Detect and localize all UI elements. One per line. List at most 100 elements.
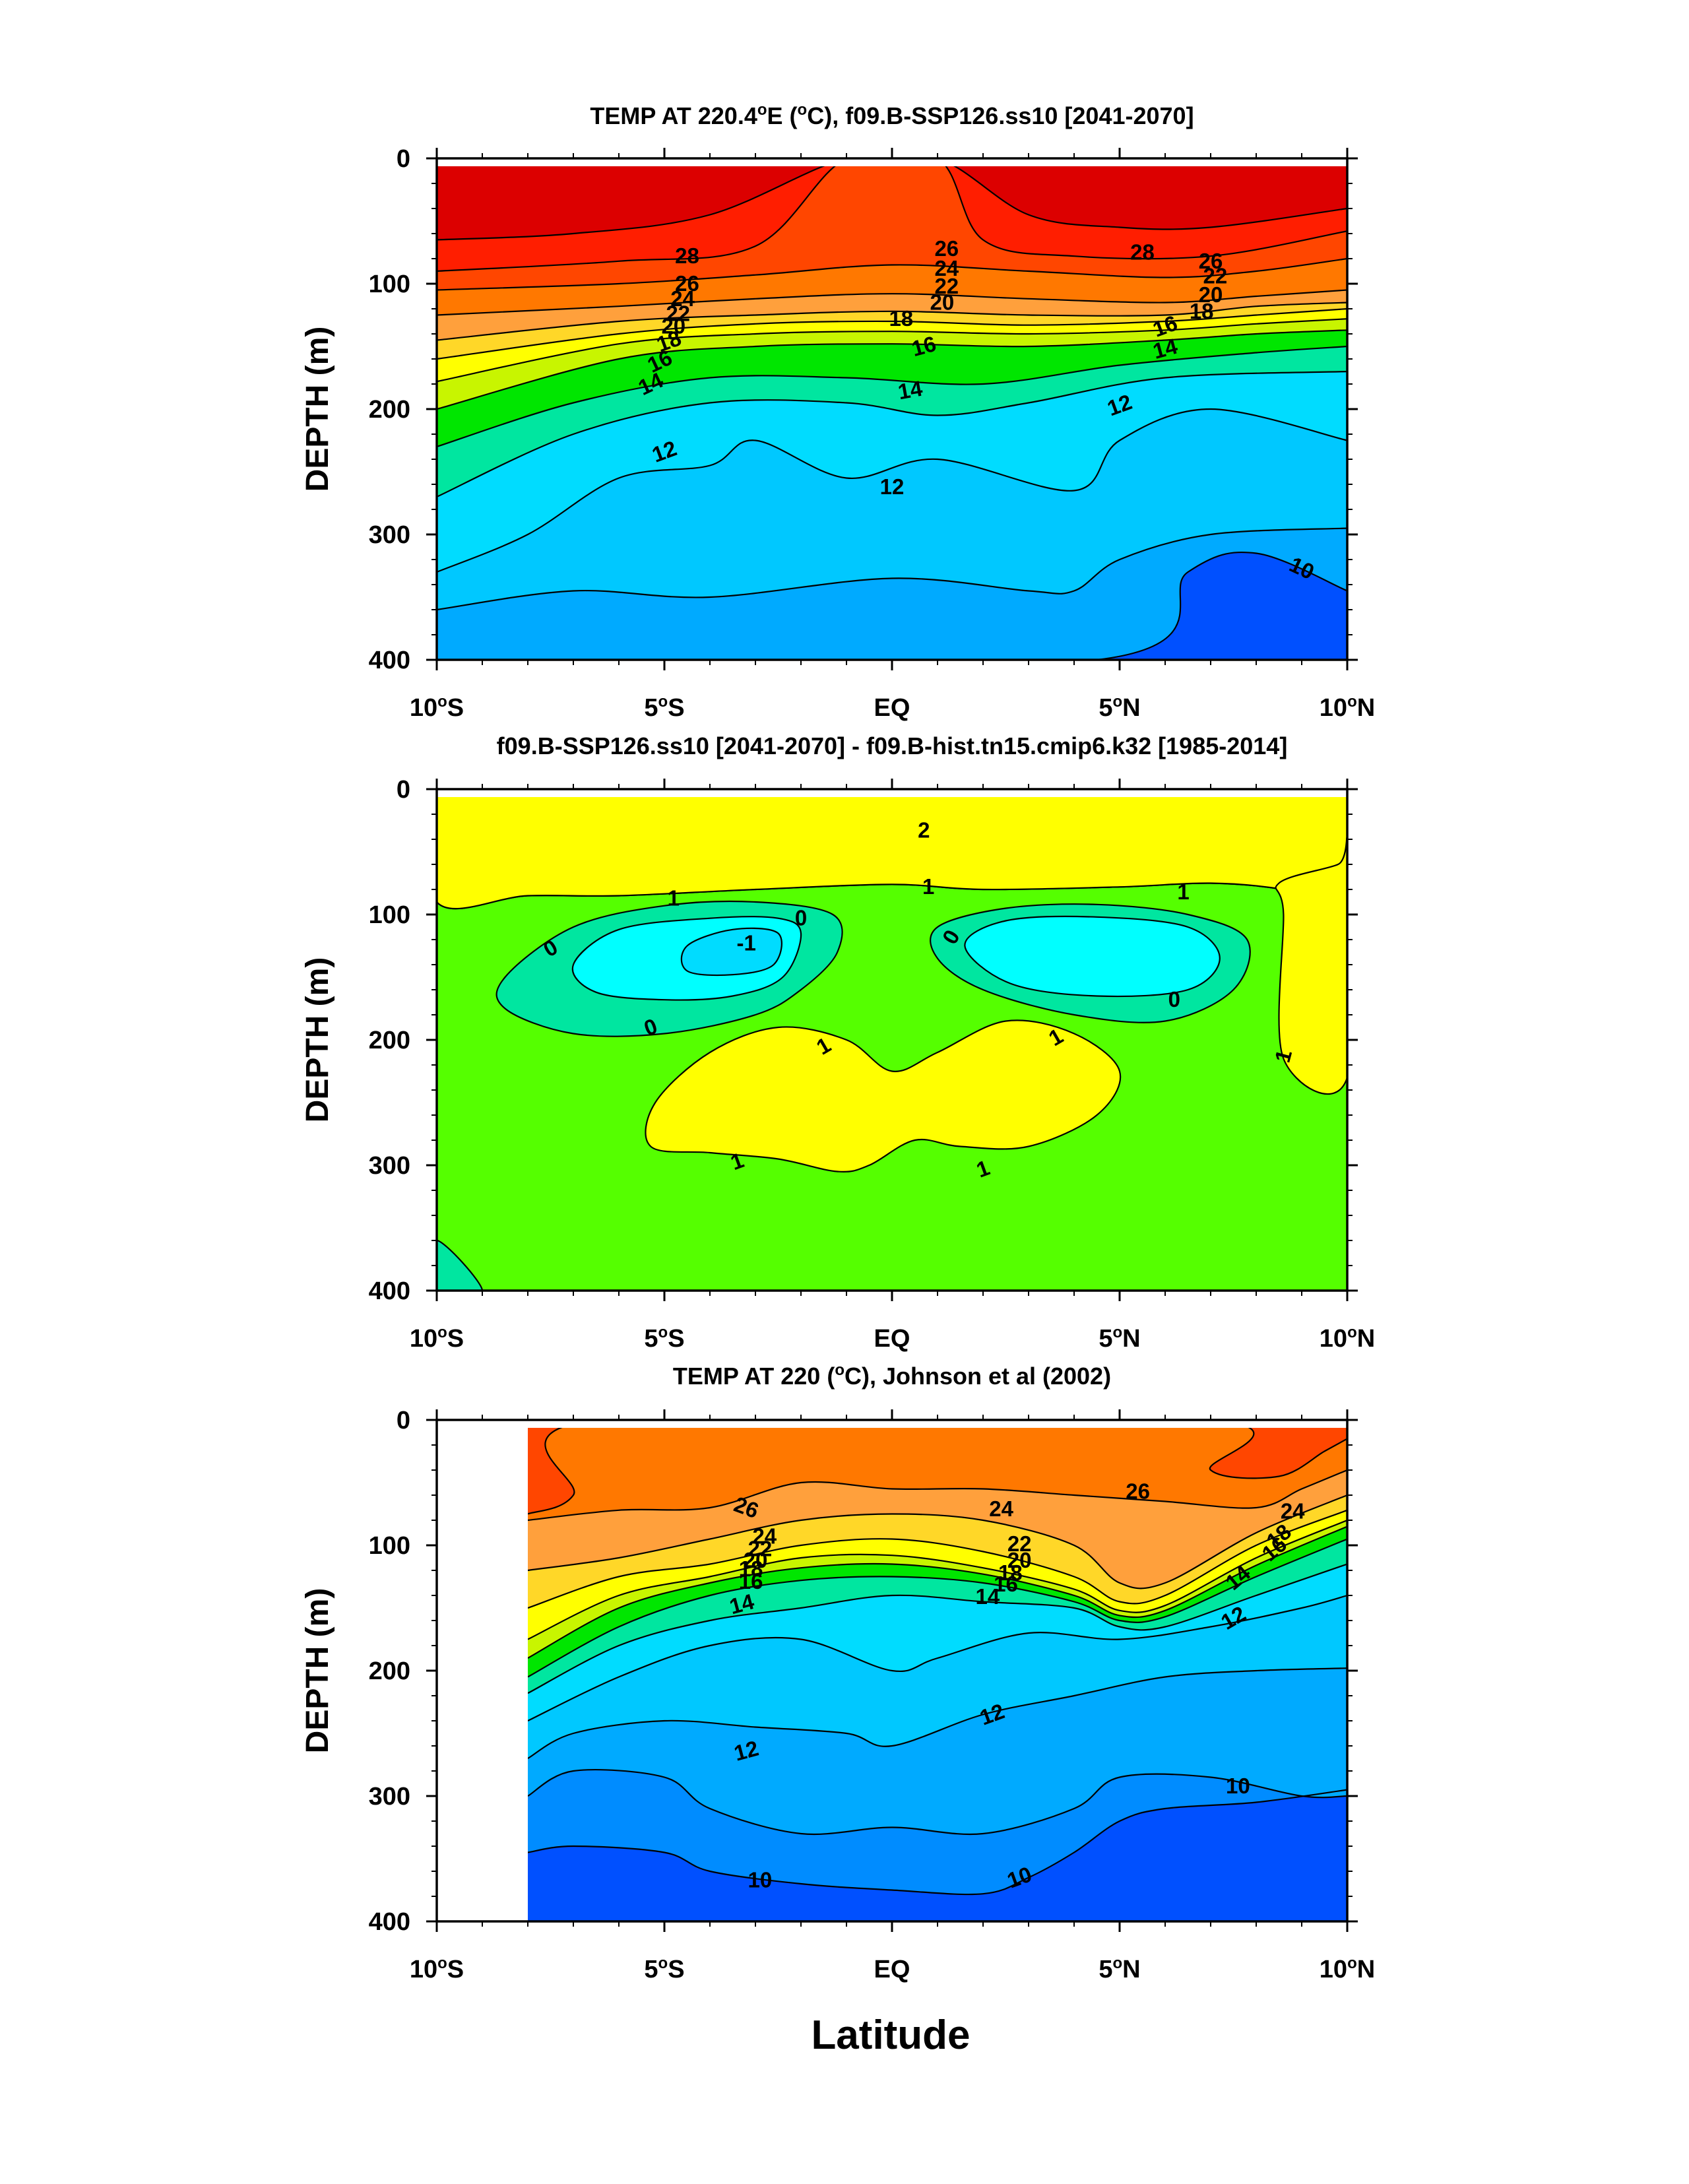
- x-tick-label: 10oN: [1320, 1954, 1375, 1983]
- y-tick-label: 100: [369, 271, 410, 298]
- contour-label: 26: [934, 236, 959, 261]
- y-tick-label: 200: [369, 1657, 410, 1685]
- y-tick-label: 0: [397, 145, 410, 173]
- y-tick-label: 100: [369, 901, 410, 929]
- y-tick-label: 200: [369, 1027, 410, 1054]
- contour-line-26: [527, 1469, 1347, 1522]
- x-tick-label: 5oS: [644, 1954, 684, 1983]
- x-tick-label: EQ: [874, 694, 910, 722]
- contour-label: 22: [666, 302, 690, 326]
- contour-label: 24: [989, 1496, 1013, 1521]
- contour-line-28: [437, 166, 1347, 273]
- x-tick-label: 10oS: [410, 693, 464, 722]
- contour-line-22: [437, 302, 1347, 341]
- y-tick-label: 300: [369, 521, 410, 549]
- y-axis-label: DEPTH (m): [300, 957, 335, 1123]
- contour-label: 12: [880, 474, 905, 499]
- contour-line-20: [437, 307, 1347, 360]
- contour-label: 16: [994, 1572, 1018, 1596]
- contour-region-0.8: [437, 797, 1347, 963]
- y-tick-label: 100: [369, 1532, 410, 1560]
- contour-region-1.2: [1275, 837, 1347, 1095]
- contour-line-29: [437, 166, 1347, 241]
- contour-label: 10: [1226, 1774, 1250, 1798]
- y-axis-label: DEPTH (m): [300, 1588, 335, 1754]
- contour-lines: [527, 1428, 1347, 1896]
- contour-fills: [437, 797, 1347, 1291]
- contour-label: 18: [1190, 299, 1214, 323]
- x-tick-label: 5oN: [1099, 1954, 1140, 1983]
- contour-label: 20: [1007, 1548, 1032, 1572]
- panel-title: f09.B-SSP126.ss10 [2041-2070] - f09.B-hi…: [497, 732, 1288, 759]
- contour-line-14: [437, 370, 1347, 498]
- y-tick-label: 0: [397, 776, 410, 804]
- contour-band-27: [528, 1428, 1347, 1514]
- contour-label: -1: [737, 931, 756, 955]
- contour-line-13: [437, 408, 1347, 573]
- contour-line-12: [527, 1667, 1347, 1759]
- contour-label: 1: [668, 885, 680, 910]
- y-tick-label: 300: [369, 1152, 410, 1180]
- contour-label: 26: [1126, 1479, 1150, 1503]
- x-tick-label: 10oN: [1320, 1324, 1375, 1353]
- contour-line-11: [527, 1769, 1347, 1836]
- contour-region-1.2: [645, 1019, 1122, 1172]
- y-tick-label: 400: [369, 1908, 410, 1936]
- panel-title: TEMP AT 220.4oE (oC), f09.B-SSP126.ss10 …: [590, 101, 1194, 129]
- contour-fills: [528, 1428, 1347, 1921]
- contour-label: 22: [748, 1537, 773, 1561]
- y-tick-label: 300: [369, 1783, 410, 1811]
- contour-label: 20: [661, 314, 685, 338]
- contour-label: 24: [752, 1524, 777, 1549]
- contour-label: 26: [675, 271, 699, 296]
- y-axis-label: DEPTH (m): [300, 327, 335, 492]
- contour-label: 24: [670, 286, 695, 311]
- no-data-region: [437, 1420, 528, 1921]
- contour-line-10: [527, 1789, 1347, 1896]
- panel-title: TEMP AT 220 (oC), Johnson et al (2002): [673, 1361, 1111, 1390]
- contour-line-15: [437, 345, 1347, 448]
- x-tick-label: 10oS: [410, 1954, 464, 1983]
- contour-label: 18: [889, 306, 913, 331]
- x-tick-label: 10oS: [410, 1324, 464, 1353]
- contour-fills: [437, 166, 1347, 660]
- contour-label: 18: [739, 1557, 763, 1581]
- contour-label: 18: [998, 1560, 1023, 1585]
- contour-line-17: [437, 329, 1347, 410]
- contour-line-19: [437, 318, 1347, 383]
- x-tick-label: EQ: [874, 1325, 910, 1353]
- contour-label: 1: [1177, 880, 1189, 904]
- y-tick-label: 400: [369, 647, 410, 674]
- contour-region--0.8: [964, 915, 1221, 998]
- contour-label: 24: [934, 256, 959, 280]
- contour-line-27: [437, 257, 1347, 291]
- contour-line-15: [527, 1538, 1347, 1678]
- contour-line-17: [527, 1526, 1347, 1659]
- contour-band-29: [437, 166, 1347, 240]
- x-tick-label: 5oN: [1099, 1324, 1140, 1353]
- x-tick-label: 5oS: [644, 1324, 684, 1353]
- contour-line-14: [527, 1563, 1347, 1694]
- contour-label: 10: [748, 1867, 773, 1892]
- contour-band-26: [528, 1428, 1347, 1520]
- contour-line-25: [437, 289, 1347, 316]
- y-tick-label: 400: [369, 1277, 410, 1305]
- contour-label: 2: [918, 818, 930, 843]
- contour-line-11: [437, 551, 1347, 660]
- contour-label: 28: [675, 243, 699, 268]
- x-tick-label: 5oS: [644, 693, 684, 722]
- contour-line-19: [527, 1519, 1347, 1640]
- contour-label: 1: [922, 874, 934, 899]
- contour-label: 20: [930, 290, 955, 315]
- contour-label: 0: [795, 906, 807, 930]
- contour-label: 26: [1199, 249, 1223, 273]
- contour-line-22: [527, 1509, 1347, 1609]
- contour-region--1.2: [680, 927, 782, 977]
- contour-region--0.2: [437, 1239, 484, 1291]
- contour-label: 22: [934, 274, 959, 298]
- contour-label: 16: [739, 1569, 763, 1593]
